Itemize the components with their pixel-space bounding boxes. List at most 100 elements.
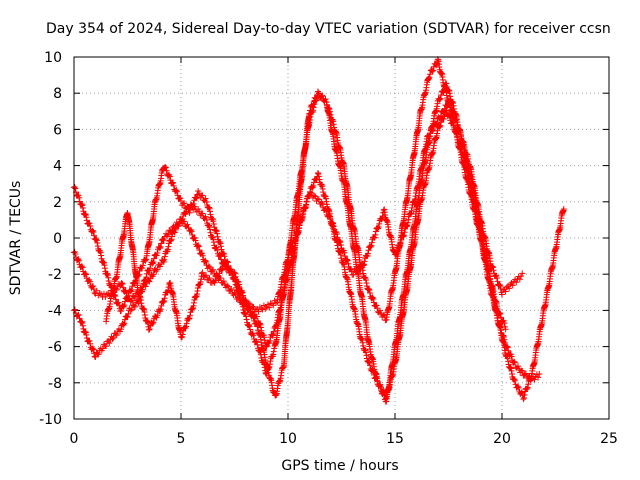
data-point [87, 223, 94, 230]
data-point [521, 391, 528, 398]
data-point [199, 252, 206, 259]
x-tick-label: 20 [493, 431, 511, 447]
data-point [143, 270, 150, 277]
data-point [149, 260, 156, 267]
data-point [90, 346, 97, 353]
data-point [78, 264, 85, 271]
data-point [149, 259, 156, 266]
data-point [153, 252, 160, 259]
data-point [146, 278, 153, 285]
data-point [188, 228, 195, 235]
data-point [128, 286, 135, 293]
data-point [310, 183, 317, 190]
data-point [87, 340, 94, 347]
data-point [373, 374, 380, 381]
data-point [113, 332, 120, 339]
data-point [270, 331, 277, 338]
data-point [382, 395, 389, 402]
y-tick-label: 10 [44, 50, 62, 66]
data-point [79, 264, 86, 271]
data-point [92, 354, 99, 361]
data-point [175, 220, 182, 227]
data-point [106, 340, 113, 347]
data-point [91, 232, 98, 239]
data-point [202, 213, 209, 220]
data-point [511, 358, 518, 365]
data-point [220, 278, 227, 285]
data-point [203, 258, 210, 265]
data-point [82, 270, 89, 277]
data-point [436, 123, 443, 130]
data-point [270, 328, 277, 335]
data-point [109, 335, 116, 342]
data-point [520, 394, 527, 401]
x-tick-label: 5 [177, 431, 186, 447]
data-point [86, 220, 93, 227]
data-point [309, 184, 316, 191]
data-point [181, 218, 188, 225]
y-tick-label: -10 [39, 412, 62, 428]
data-point [120, 321, 127, 328]
data-point [560, 206, 567, 213]
data-point [246, 323, 253, 330]
data-point [269, 332, 276, 339]
data-point [171, 225, 178, 232]
data-point [121, 302, 128, 309]
data-point [167, 228, 174, 235]
data-point [95, 351, 102, 358]
data-point [194, 243, 201, 250]
data-point [195, 242, 202, 249]
data-point [437, 95, 444, 102]
data-point [161, 253, 168, 260]
data-point [309, 102, 316, 109]
data-point [436, 96, 443, 103]
data-point [313, 95, 320, 102]
data-point [118, 308, 125, 315]
data-point [150, 259, 157, 266]
data-point [503, 343, 510, 350]
data-point [187, 206, 194, 213]
data-point [199, 250, 206, 257]
data-point [520, 396, 527, 403]
data-point [228, 286, 235, 293]
data-point [504, 344, 511, 351]
data-point [170, 182, 177, 189]
data-point [154, 249, 161, 256]
data-point [437, 122, 444, 129]
y-tick-label: 2 [53, 195, 62, 211]
data-point [377, 381, 384, 388]
data-point [139, 265, 146, 272]
data-point [191, 234, 198, 241]
data-point [505, 347, 512, 354]
data-point [193, 195, 200, 202]
data-point [177, 195, 184, 202]
data-point [526, 372, 533, 379]
data-point [127, 298, 134, 305]
data-point [310, 101, 317, 108]
data-point [124, 295, 131, 302]
data-point [127, 307, 134, 314]
data-point [531, 376, 538, 383]
data-point [206, 264, 213, 271]
data-point [165, 231, 172, 238]
data-point [438, 119, 445, 126]
data-point [174, 188, 181, 195]
data-point [524, 384, 531, 391]
data-point [125, 292, 132, 299]
data-point [322, 96, 329, 103]
data-point [181, 200, 188, 207]
chart-title: Day 354 of 2024, Sidereal Day-to-day VTE… [46, 21, 611, 37]
data-point [195, 243, 202, 250]
data-point [91, 353, 98, 360]
data-point [90, 283, 97, 290]
data-point [124, 313, 131, 320]
data-point [147, 265, 154, 272]
data-point [436, 123, 443, 130]
data-point [227, 287, 234, 294]
data-point [143, 256, 150, 263]
data-point [89, 228, 96, 235]
data-point [318, 93, 325, 100]
data-point [162, 164, 169, 171]
data-point [319, 92, 326, 99]
